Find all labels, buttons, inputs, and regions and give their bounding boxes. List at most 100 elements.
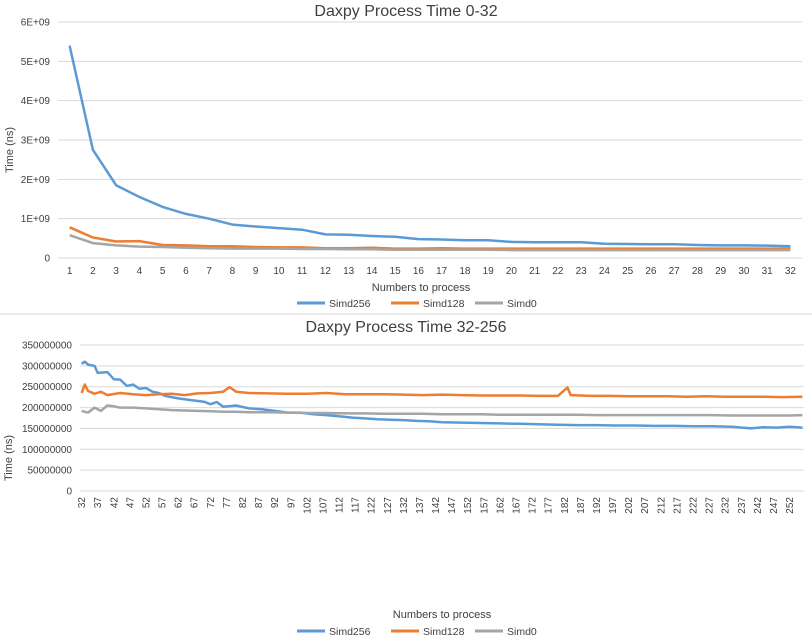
chart2-x-tick-label: 252 bbox=[785, 497, 796, 514]
chart1-series-simd0 bbox=[69, 234, 791, 252]
chart2-x-tick-label: 207 bbox=[640, 497, 651, 514]
chart2-x-tick-label: 132 bbox=[399, 497, 410, 514]
chart2-x-tick-label: 92 bbox=[270, 497, 281, 509]
chart1-x-tick-label: 20 bbox=[506, 266, 518, 277]
chart2-y-tick-label: 200000000 bbox=[22, 403, 72, 414]
chart1-legend-label-simd0: Simd0 bbox=[507, 298, 537, 310]
chart1-x-tick-label: 5 bbox=[160, 266, 166, 277]
chart1-series-simd256 bbox=[68, 45, 791, 248]
chart1-x-tick-label: 8 bbox=[230, 266, 236, 277]
chart2-legend: Simd256 Simd128 Simd0 bbox=[297, 626, 537, 638]
chart1-x-tick-label: 14 bbox=[366, 266, 378, 277]
chart1-x-tick-label: 31 bbox=[762, 266, 774, 277]
chart1-x-tick-label: 4 bbox=[137, 266, 143, 277]
chart2-x-tick-label: 37 bbox=[93, 497, 104, 509]
chart1-x-tick-label: 19 bbox=[483, 266, 495, 277]
chart1-x-tick-label: 24 bbox=[599, 266, 611, 277]
chart1-x-tick-label: 18 bbox=[459, 266, 471, 277]
chart2-x-tick-label: 182 bbox=[560, 497, 571, 514]
chart2-x-tick-label: 67 bbox=[190, 497, 201, 509]
chart2-x-tick-label: 212 bbox=[656, 497, 667, 514]
chart2-y-tick-label: 300000000 bbox=[22, 361, 72, 372]
chart1-x-tick-label: 3 bbox=[113, 266, 119, 277]
chart2-x-tick-label: 142 bbox=[431, 497, 442, 514]
chart1-x-tick-label: 16 bbox=[413, 266, 425, 277]
chart1-x-tick-label: 17 bbox=[436, 266, 448, 277]
chart2-y-tick-label: 150000000 bbox=[22, 424, 72, 435]
chart2-legend-label-simd128: Simd128 bbox=[423, 626, 465, 638]
chart1-x-tick-label: 13 bbox=[343, 266, 355, 277]
chart1-x-tick-label: 9 bbox=[253, 266, 259, 277]
chart1-x-axis-label: Numbers to process bbox=[372, 282, 471, 294]
chart2-x-tick-label: 197 bbox=[608, 497, 619, 514]
chart2-x-tick-label: 227 bbox=[705, 497, 716, 514]
chart1-y-tick-label: 0 bbox=[44, 254, 50, 265]
chart2-x-tick-label: 57 bbox=[158, 497, 169, 509]
chart2-x-tick-label: 172 bbox=[528, 497, 539, 514]
chart1-x-tick-label: 30 bbox=[738, 266, 750, 277]
chart2-x-tick-label: 247 bbox=[769, 497, 780, 514]
chart2-x-tick-label: 47 bbox=[125, 497, 136, 509]
chart-daxpy-32-256: Daxpy Process Time 32-256 Time (ns) Numb… bbox=[3, 319, 804, 638]
chart2-x-tick-label: 202 bbox=[624, 497, 635, 514]
chart2-x-tick-label: 127 bbox=[383, 497, 394, 514]
chart2-x-tick-label: 137 bbox=[415, 497, 426, 514]
chart1-y-tick-label: 4E+09 bbox=[21, 96, 51, 107]
chart2-y-axis-label: Time (ns) bbox=[3, 435, 15, 481]
chart2-x-tick-label: 222 bbox=[689, 497, 700, 514]
chart1-x-tick-label: 11 bbox=[297, 266, 308, 277]
chart2-x-tick-label: 122 bbox=[367, 497, 378, 514]
chart2-x-tick-label: 62 bbox=[174, 497, 185, 509]
chart2-x-tick-label: 242 bbox=[753, 497, 764, 514]
chart2-y-tick-label: 0 bbox=[66, 487, 72, 498]
chart2-legend-label-simd0: Simd0 bbox=[507, 626, 537, 638]
chart1-legend: Simd256 Simd128 Simd0 bbox=[297, 298, 537, 310]
chart2-x-tick-label: 87 bbox=[254, 497, 265, 509]
chart1-series-simd128 bbox=[69, 226, 791, 250]
chart2-x-tick-label: 152 bbox=[463, 497, 474, 514]
chart1-x-tick-label: 7 bbox=[206, 266, 212, 277]
chart2-legend-label-simd256: Simd256 bbox=[329, 626, 371, 638]
chart2-x-tick-label: 42 bbox=[109, 497, 120, 509]
chart2-x-tick-label: 167 bbox=[512, 497, 523, 514]
chart1-x-tick-label: 29 bbox=[715, 266, 727, 277]
chart1-x-tick-label: 23 bbox=[576, 266, 588, 277]
chart2-x-tick-label: 232 bbox=[721, 497, 732, 514]
chart2-x-tick-label: 147 bbox=[447, 497, 458, 514]
chart2-x-tick-label: 157 bbox=[479, 497, 490, 514]
chart2-x-tick-label: 177 bbox=[544, 497, 555, 514]
chart1-x-tick-label: 26 bbox=[645, 266, 657, 277]
chart1-y-tick-label: 5E+09 bbox=[21, 57, 51, 68]
chart1-y-tick-label: 2E+09 bbox=[21, 175, 51, 186]
chart1-x-tick-label: 1 bbox=[67, 266, 73, 277]
chart-daxpy-0-32: Daxpy Process Time 0-32 Time (ns) Number… bbox=[4, 3, 802, 310]
chart1-x-tick-label: 12 bbox=[320, 266, 332, 277]
chart2-x-tick-label: 112 bbox=[335, 497, 346, 513]
chart2-series-simd0 bbox=[81, 404, 803, 417]
chart2-x-tick-label: 237 bbox=[737, 497, 748, 514]
chart1-y-tick-label: 1E+09 bbox=[21, 214, 51, 225]
chart1-legend-label-simd256: Simd256 bbox=[329, 298, 371, 310]
chart2-x-tick-label: 187 bbox=[576, 497, 587, 514]
chart2-x-tick-label: 82 bbox=[238, 497, 249, 509]
chart2-y-tick-label: 50000000 bbox=[28, 466, 73, 477]
chart1-x-tick-label: 25 bbox=[622, 266, 634, 277]
chart2-x-tick-label: 97 bbox=[286, 497, 297, 509]
chart2-y-tick-label: 100000000 bbox=[22, 445, 72, 456]
chart2-x-tick-label: 217 bbox=[672, 497, 683, 514]
chart2-series-simd256 bbox=[80, 360, 803, 430]
chart2-x-axis-label: Numbers to process bbox=[393, 609, 492, 621]
chart1-x-tick-label: 28 bbox=[692, 266, 704, 277]
chart2-y-tick-label: 250000000 bbox=[22, 382, 72, 393]
chart1-x-tick-label: 27 bbox=[669, 266, 681, 277]
chart2-x-tick-label: 102 bbox=[302, 497, 313, 514]
chart1-y-axis-label: Time (ns) bbox=[4, 127, 16, 173]
chart1-y-tick-label: 3E+09 bbox=[21, 136, 51, 147]
chart1-x-tick-label: 2 bbox=[90, 266, 96, 277]
chart1-x-tick-label: 22 bbox=[552, 266, 564, 277]
chart2-x-tick-label: 77 bbox=[222, 497, 233, 509]
chart1-x-tick-label: 6 bbox=[183, 266, 189, 277]
chart2-x-tick-label: 52 bbox=[142, 497, 153, 509]
chart2-x-tick-label: 162 bbox=[495, 497, 506, 514]
chart2-series-simd128 bbox=[80, 383, 803, 399]
